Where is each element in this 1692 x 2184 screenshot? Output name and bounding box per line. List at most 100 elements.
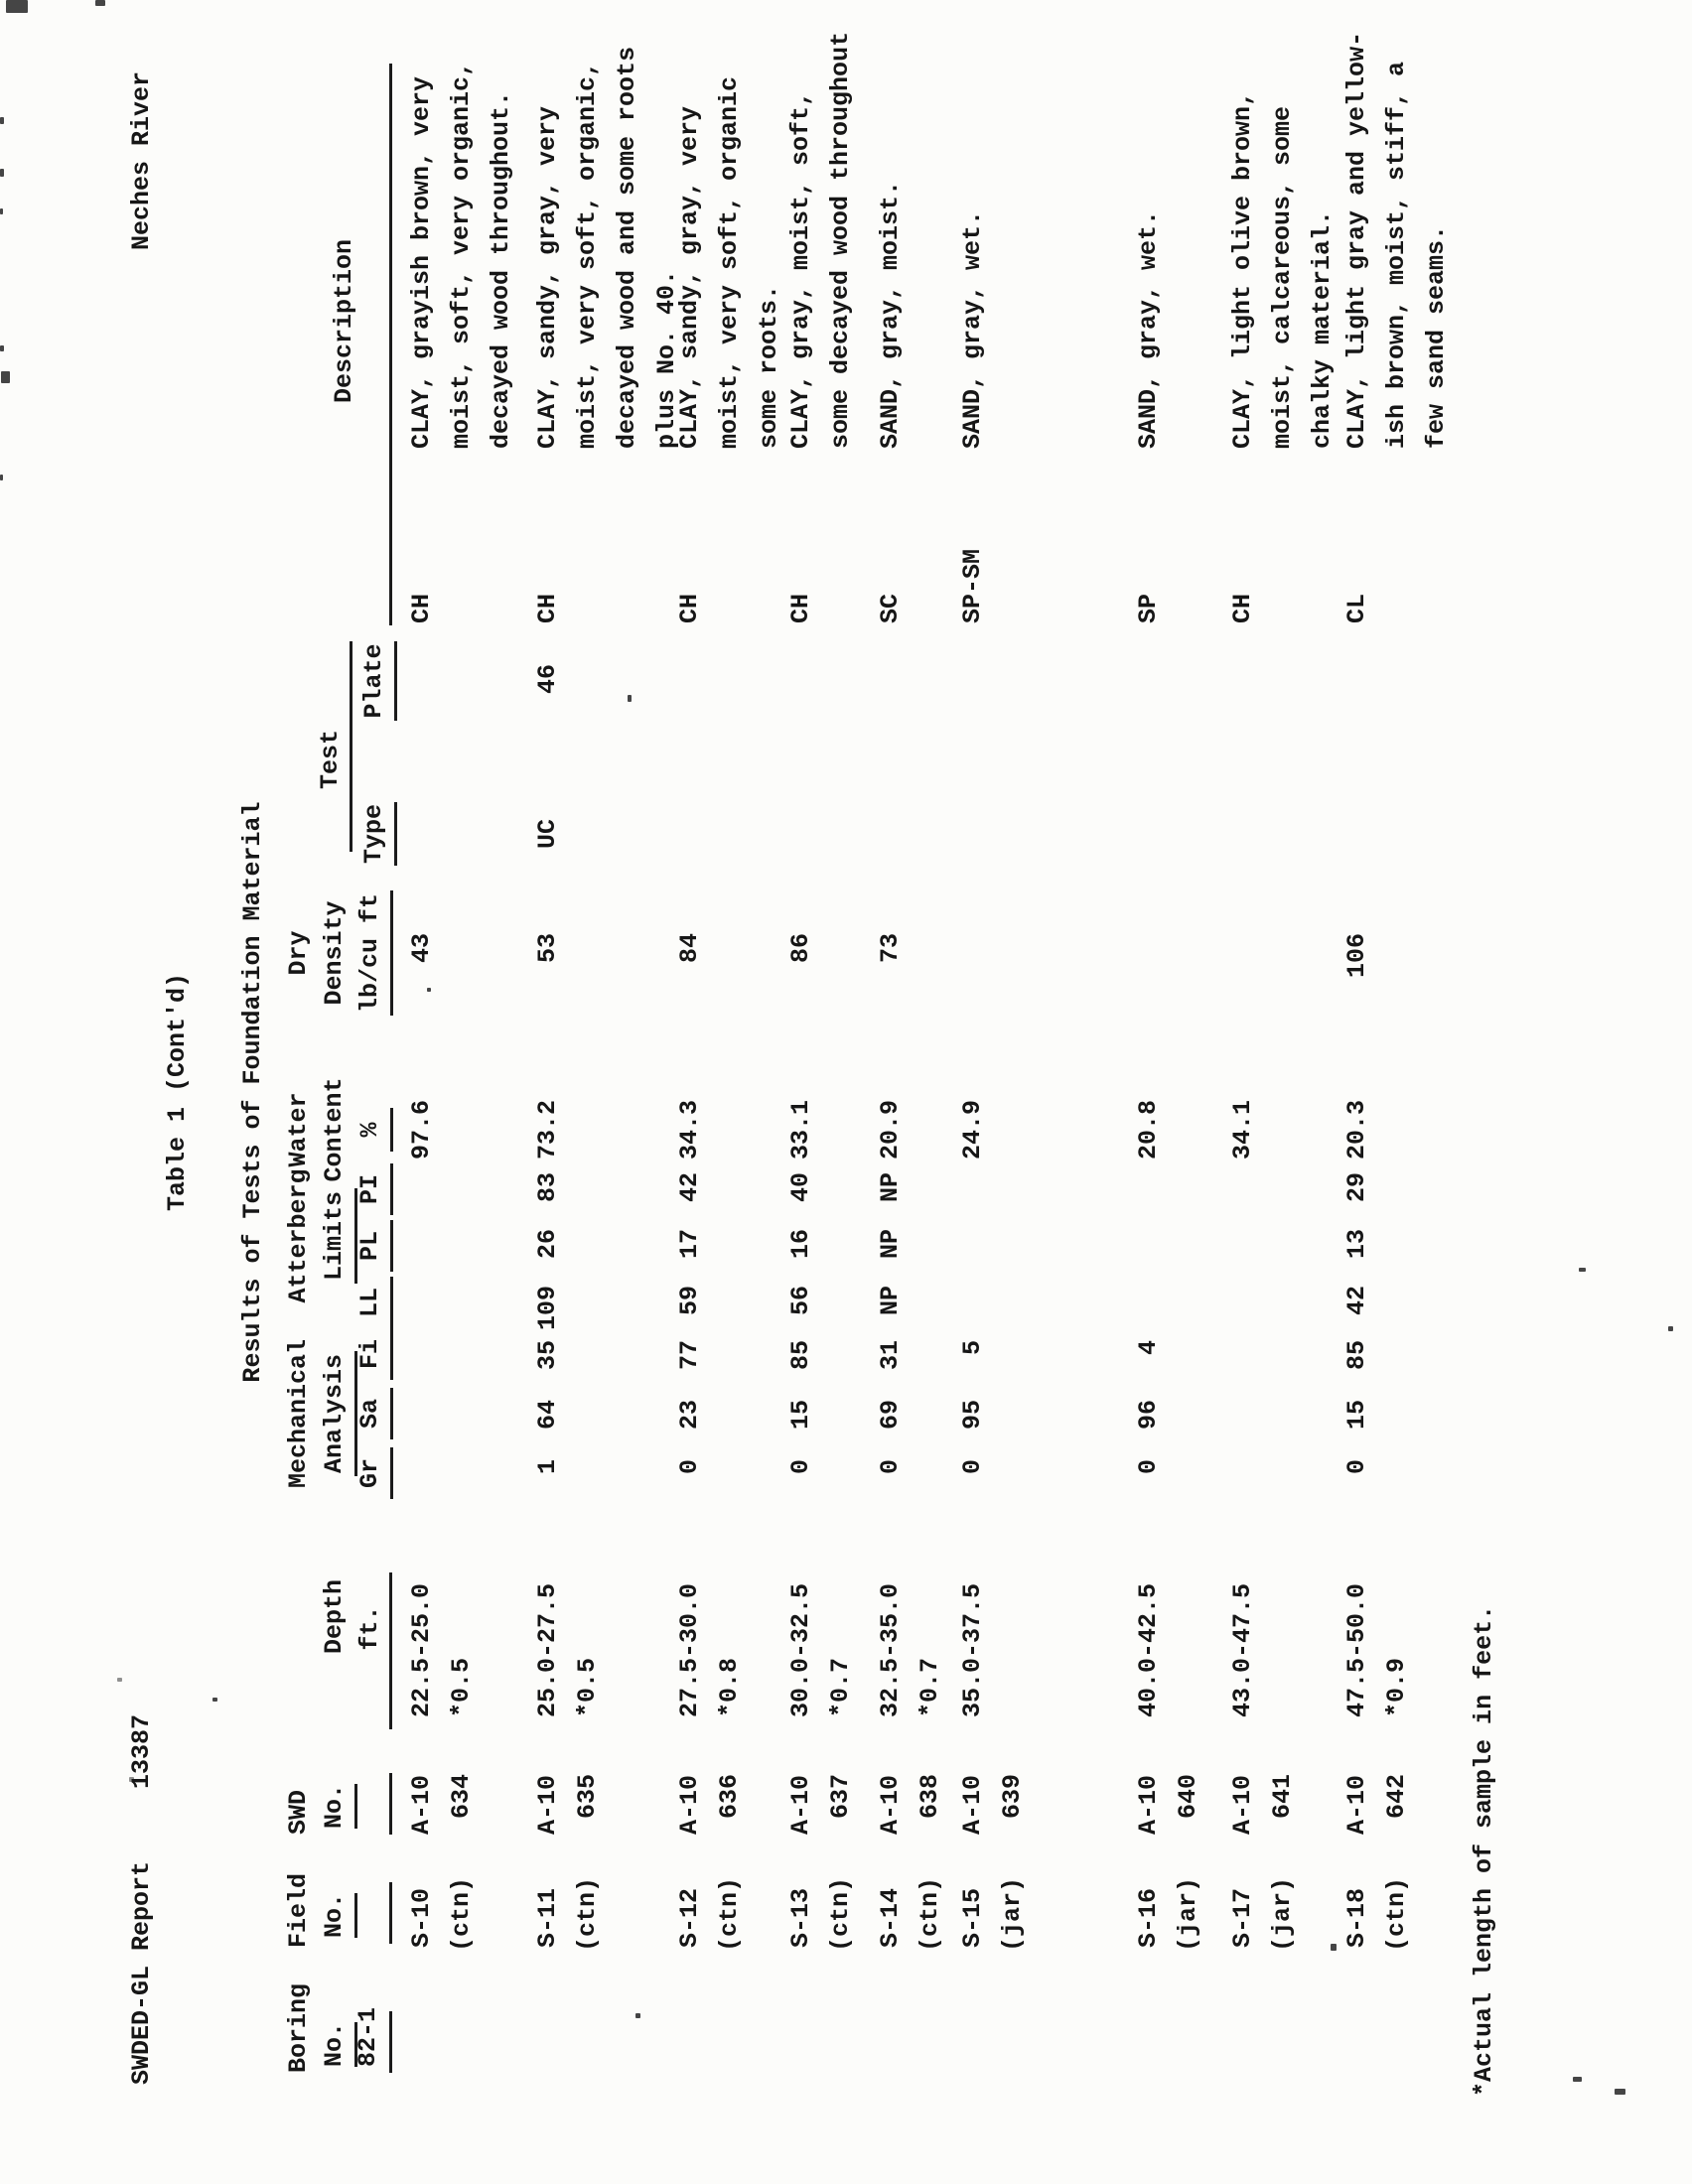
- header-lbcuft: lb/cu ft: [353, 890, 393, 1016]
- header-pl: PL: [353, 1220, 393, 1272]
- cell-depth-line1: 47.5-50.0: [1342, 1582, 1371, 1717]
- cell-field-line2: (ctn): [1382, 1876, 1411, 1952]
- cell-plate: 46: [533, 664, 562, 695]
- cell-sym: SC: [876, 593, 905, 623]
- header-test: Test: [316, 730, 345, 790]
- scan-artifact: [1, 371, 10, 383]
- cell-depth-line1: 22.5-25.0: [407, 1582, 436, 1717]
- header-description: Description: [330, 238, 358, 403]
- cell-description-line: CLAY, gray, moist, soft,: [786, 90, 815, 449]
- report-number: 13387: [127, 1713, 156, 1789]
- cell-field-line1: S-11: [533, 1887, 562, 1948]
- cell-field-line2: (ctn): [916, 1876, 944, 1952]
- cell-type: UC: [533, 819, 562, 850]
- cell-swd-line2: 636: [715, 1773, 744, 1819]
- cell-pi: 83: [533, 1172, 562, 1203]
- cell-field-line2: (jar): [998, 1876, 1027, 1952]
- scan-artifact: [95, 0, 105, 6]
- cell-dd: 86: [786, 933, 815, 964]
- cell-depth-line2: *0.5: [447, 1657, 476, 1717]
- cell-boring-no: 82-1: [353, 2006, 382, 2067]
- project-name: Neches River: [127, 70, 156, 250]
- cell-field-line1: S-17: [1228, 1887, 1257, 1948]
- header-fi: Fi: [353, 1328, 393, 1380]
- cell-description-line: SAND, gray, moist.: [876, 180, 905, 449]
- cell-sym: CH: [786, 593, 815, 623]
- test-group-underline: [350, 641, 352, 852]
- cell-wc: 20.3: [1342, 1100, 1371, 1160]
- cell-description-line: CLAY, sandy, gray, very: [675, 105, 704, 449]
- cell-field-line2: (jar): [1174, 1876, 1202, 1952]
- scan-artifact: [1579, 1268, 1586, 1272]
- cell-swd-line2: 640: [1174, 1773, 1202, 1819]
- cell-wc: 24.9: [958, 1100, 987, 1160]
- cell-sa: 23: [675, 1400, 704, 1431]
- cell-gr: 0: [675, 1459, 704, 1475]
- cell-dd: 73: [876, 933, 905, 964]
- cell-swd-line1: A-10: [876, 1774, 905, 1835]
- cell-swd-line2: 642: [1382, 1773, 1411, 1819]
- cell-description-line: chalky material.: [1308, 209, 1337, 449]
- scan-artifact: [0, 475, 3, 480]
- cell-gr: 0: [786, 1459, 815, 1475]
- scan-artifact: [0, 345, 4, 351]
- header-atterberg: Atterberg: [284, 1168, 313, 1303]
- header-mechanical: Mechanical: [284, 1338, 313, 1489]
- cell-field-line2: (ctn): [826, 1876, 855, 1952]
- cell-wc: 33.1: [786, 1100, 815, 1160]
- header-plate: Plate: [357, 641, 397, 721]
- header-boring: Boring: [284, 1982, 313, 2073]
- cell-depth-line1: 32.5-35.0: [876, 1582, 905, 1717]
- cell-description-line: decayed wood throughout.: [487, 90, 515, 449]
- cell-swd-line2: 634: [447, 1773, 476, 1819]
- header-content: Content: [320, 1077, 349, 1182]
- cell-pi: 42: [675, 1172, 704, 1203]
- header-water: Water: [284, 1092, 313, 1167]
- cell-sa: 69: [876, 1400, 905, 1431]
- scan-artifact: [628, 695, 632, 702]
- header-pi: PI: [353, 1163, 393, 1215]
- cell-depth-line2: *0.7: [826, 1657, 855, 1717]
- scan-artifact: [6, 0, 28, 13]
- cell-description-line: CLAY, light olive brown,: [1228, 90, 1257, 449]
- cell-dd: 84: [675, 933, 704, 964]
- cell-swd-line2: 639: [998, 1773, 1027, 1819]
- cell-gr: 1: [533, 1459, 562, 1475]
- cell-description-line: moist, calcareous, some: [1268, 105, 1297, 449]
- scan-artifact: [1668, 1326, 1673, 1331]
- cell-pi: 40: [786, 1172, 815, 1203]
- header-depth: Depth: [320, 1578, 349, 1654]
- cell-swd-line1: A-10: [533, 1774, 562, 1835]
- cell-wc: 20.9: [876, 1100, 905, 1160]
- cell-sym: CH: [407, 593, 436, 623]
- cell-depth-line1: 27.5-30.0: [675, 1582, 704, 1717]
- cell-swd-line1: A-10: [1228, 1774, 1257, 1835]
- cell-wc: 20.8: [1134, 1100, 1163, 1160]
- cell-swd-line1: A-10: [786, 1774, 815, 1835]
- cell-sym: CH: [533, 593, 562, 623]
- cell-field-line1: S-16: [1134, 1887, 1163, 1948]
- cell-dd: 43: [407, 933, 436, 964]
- cell-sa: 64: [533, 1400, 562, 1431]
- scan-artifact: [0, 208, 3, 214]
- header-ll: LL: [353, 1277, 393, 1328]
- header-field: Field: [284, 1872, 313, 1948]
- cell-field-line2: (jar): [1268, 1876, 1297, 1952]
- scan-artifact: [212, 1698, 217, 1702]
- cell-description-line: ish brown, moist, stiff, a: [1382, 61, 1411, 449]
- scan-artifact: [1615, 2089, 1625, 2095]
- swd-underline: [389, 1773, 392, 1835]
- cell-description-line: CLAY, grayish brown, very: [407, 75, 436, 449]
- depth-underline: [389, 1572, 392, 1729]
- cell-depth-line1: 43.0-47.5: [1228, 1582, 1257, 1717]
- scan-artifact: [427, 988, 431, 992]
- cell-field-line2: (ctn): [573, 1876, 602, 1952]
- cell-field-line1: S-15: [958, 1887, 987, 1948]
- cell-sym: CL: [1342, 593, 1371, 623]
- table-subtitle: Results of Tests of Foundation Material: [238, 801, 267, 1383]
- cell-description-line: SAND, gray, wet.: [958, 209, 987, 449]
- cell-description-line: few sand seams.: [1422, 224, 1451, 449]
- scan-artifact: [635, 2013, 640, 2018]
- header-percent: %: [353, 1108, 393, 1152]
